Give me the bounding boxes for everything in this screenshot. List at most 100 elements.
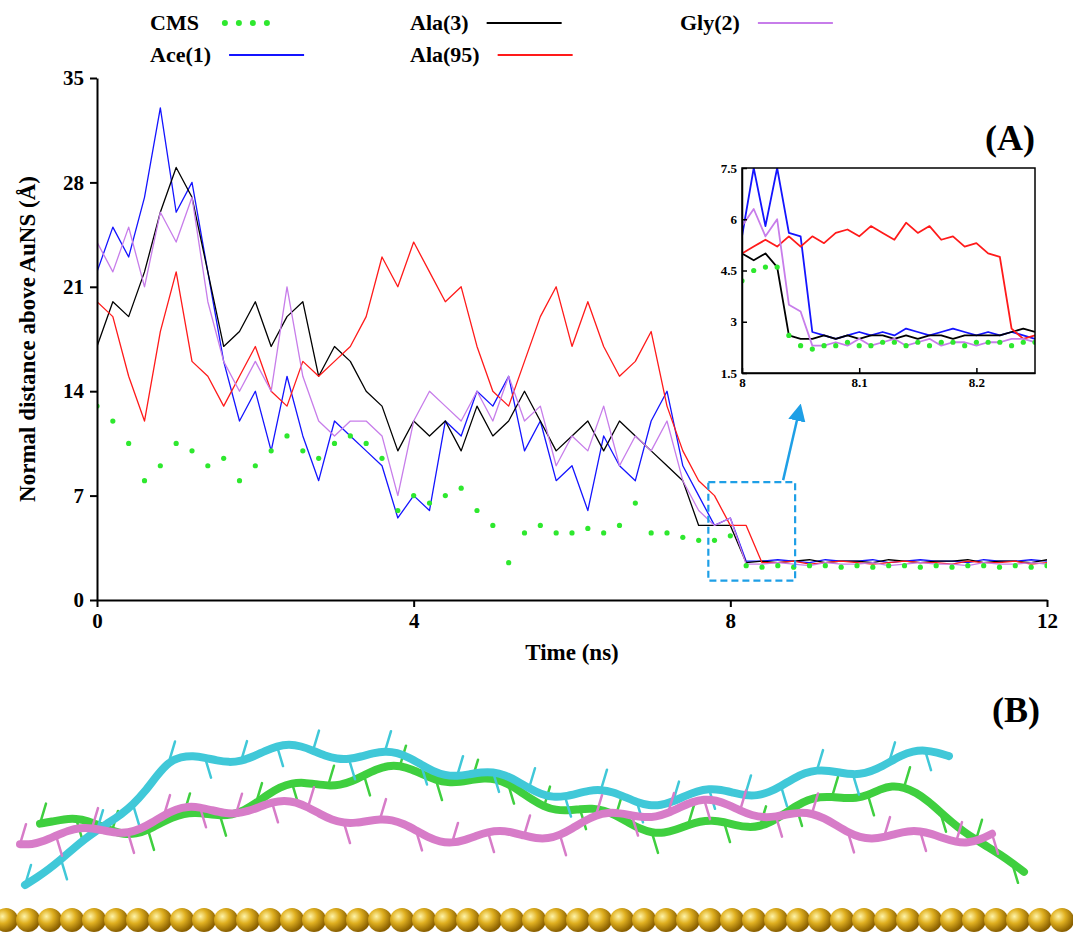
gold-atom — [324, 908, 348, 932]
tick-mark — [730, 600, 732, 607]
zoom-arrow — [783, 407, 800, 480]
gold-atom — [588, 908, 612, 932]
x-axis: 04812 — [92, 600, 1058, 633]
scatter-point — [962, 343, 967, 348]
scatter-point — [807, 563, 812, 568]
tick: 35 — [63, 66, 97, 90]
panel-label: (B) — [992, 690, 1040, 730]
legend-swatch — [487, 22, 562, 24]
tick: 21 — [63, 275, 97, 299]
scatter-point — [934, 563, 939, 568]
scatter-point — [786, 333, 791, 338]
gold-atom — [522, 908, 546, 932]
tick-mark — [742, 270, 747, 272]
gold-atom — [1050, 908, 1073, 932]
tick-label: 0 — [92, 609, 103, 633]
legend-marker — [250, 20, 256, 26]
scatter-point — [664, 530, 669, 535]
tick: 8.1 — [852, 368, 868, 390]
gold-atom — [720, 908, 744, 932]
panel-label: (A) — [985, 118, 1035, 158]
scatter-point — [1029, 565, 1034, 570]
scatter-point — [411, 493, 416, 498]
legend-item: Ala(3) — [410, 10, 562, 35]
tick-mark — [90, 78, 97, 80]
marks — [742, 168, 1035, 352]
scatter-point — [316, 456, 321, 461]
legend: CMSAce(1)Ala(3)Ala(95)Gly(2) — [150, 10, 833, 67]
scatter-point — [1013, 563, 1018, 568]
scatter-point — [284, 433, 289, 438]
axis-line — [97, 79, 99, 601]
gold-atom — [280, 908, 304, 932]
scatter-point — [110, 418, 115, 423]
gold-atom — [742, 908, 766, 932]
scatter-point — [880, 340, 885, 345]
scatter-point — [728, 533, 733, 538]
tick-mark — [413, 600, 415, 607]
scatter-point — [810, 346, 815, 351]
gold-atom — [632, 908, 656, 932]
axis-line — [743, 373, 1036, 375]
gold-atom — [192, 908, 216, 932]
tick-mark — [90, 391, 97, 393]
scatter-point — [649, 530, 654, 535]
legend-item: CMS — [150, 10, 270, 35]
scatter-point — [1009, 343, 1014, 348]
scatter-point — [763, 264, 768, 269]
scatter-point — [680, 535, 685, 540]
scatter-point — [601, 530, 606, 535]
tick: 28 — [63, 171, 97, 195]
legend-swatch — [229, 54, 304, 56]
tick-mark — [742, 373, 747, 375]
scatter-point — [506, 560, 511, 565]
scatter-point — [981, 563, 986, 568]
tick: 0 — [92, 600, 103, 633]
tick-label: 6 — [731, 212, 738, 227]
tick: 6 — [731, 212, 748, 227]
scatter-point — [918, 565, 923, 570]
tick: 7.5 — [721, 161, 747, 176]
scatter-point — [174, 441, 179, 446]
y-axis-title: Normal distance above AuNS (Å) — [15, 176, 40, 502]
tick-mark — [976, 368, 978, 373]
scatter-point — [839, 565, 844, 570]
scatter-point — [927, 343, 932, 348]
series-line — [742, 168, 1035, 339]
gold-atom — [346, 908, 370, 932]
legend-swatch — [498, 54, 573, 56]
gold-atom — [1006, 908, 1030, 932]
peptide-strand — [25, 731, 949, 885]
legend-label: Ace(1) — [150, 42, 211, 67]
tick-label: 28 — [63, 171, 84, 195]
scatter-point — [892, 340, 897, 345]
strand-ribbon — [20, 800, 992, 845]
tick-mark — [742, 322, 747, 324]
gold-atom — [566, 908, 590, 932]
scatter-point — [443, 493, 448, 498]
gold-atom — [82, 908, 106, 932]
scatter-point — [857, 343, 862, 348]
gold-atom — [478, 908, 502, 932]
gold-atom — [984, 908, 1008, 932]
scatter-point — [751, 268, 756, 273]
gold-atom — [214, 908, 238, 932]
scatter-point — [427, 500, 432, 505]
scatter-point — [522, 530, 527, 535]
scatter-point — [902, 563, 907, 568]
y-axis: 0714212835 — [63, 66, 98, 612]
scatter-point — [868, 343, 873, 348]
tick-mark — [859, 368, 861, 373]
gold-atom — [830, 908, 854, 932]
gold-atom — [60, 908, 84, 932]
gold-atom — [940, 908, 964, 932]
tick: 7 — [74, 484, 98, 508]
gold-atom — [104, 908, 128, 932]
gold-atom — [874, 908, 898, 932]
legend-marker — [264, 20, 270, 26]
scatter-point — [798, 343, 803, 348]
legend-label: CMS — [150, 10, 199, 35]
scatter-point — [633, 500, 638, 505]
scatter-point — [854, 563, 859, 568]
scatter-point — [332, 441, 337, 446]
